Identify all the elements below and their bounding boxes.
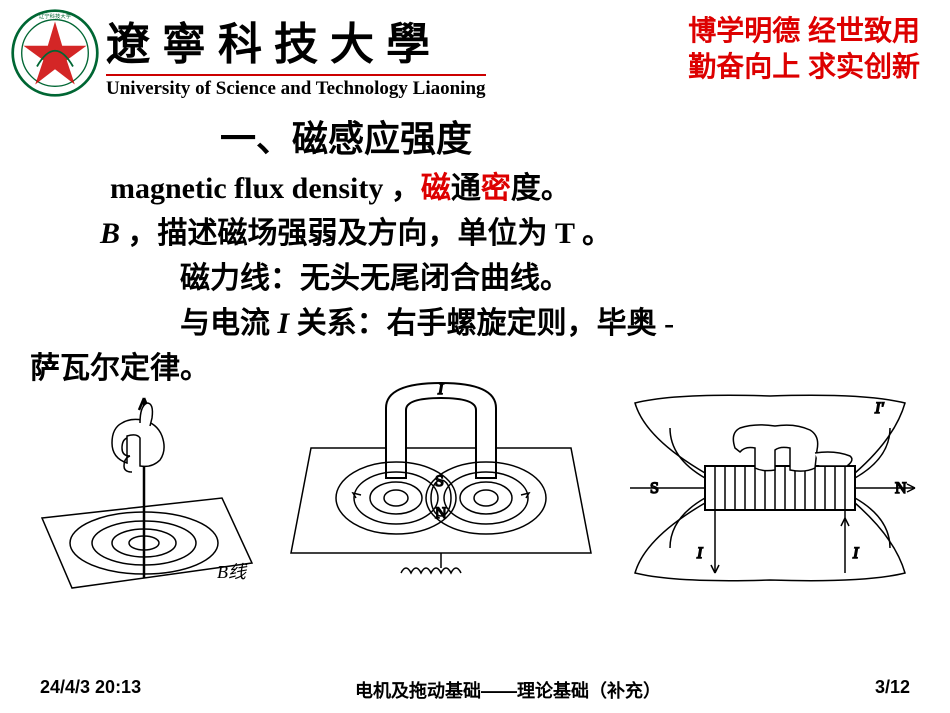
svg-text:I: I xyxy=(696,545,703,562)
figures-row: B线 S N xyxy=(0,373,950,598)
symbol-B: B xyxy=(100,217,120,250)
university-name-english: University of Science and Technology Lia… xyxy=(106,78,486,100)
svg-text:S: S xyxy=(650,480,659,497)
footer-page: 3/12 xyxy=(875,677,910,698)
footer-title: 电机及拖动基础——理论基础（补充） xyxy=(141,677,875,703)
slide-content: 一、磁感应强度 magnetic flux density ，磁通密度。 B ，… xyxy=(0,100,950,391)
footer-datetime: 24/4/3 20:13 xyxy=(40,677,141,698)
text-du: 度。 xyxy=(511,172,571,205)
section-title: 一、磁感应强度 xyxy=(220,110,920,162)
svg-text:I': I' xyxy=(874,400,884,417)
definition-line-3: 磁力线：无头无尾闭合曲线。 xyxy=(180,256,920,301)
figure-right-hand-wire: B线 xyxy=(22,378,267,598)
motto-line-2: 勤奋向上 求实创新 xyxy=(688,49,920,85)
definition-line-2: B ，描述磁场强弱及方向，单位为 T 。 xyxy=(100,211,920,256)
svg-text:N: N xyxy=(895,480,907,497)
text-relation-b: 关系：右手螺旋定则，毕奥 - xyxy=(289,307,674,340)
svg-text:辽宁科技大学: 辽宁科技大学 xyxy=(39,12,72,20)
svg-text:I: I xyxy=(437,381,444,398)
figure-solenoid: S N I I I' xyxy=(615,378,925,598)
text-relation-a: 与电流 xyxy=(180,307,278,340)
text-B-desc: ，描述磁场强弱及方向，单位为 T 。 xyxy=(120,217,612,250)
definition-line-1: magnetic flux density ，磁通密度。 xyxy=(110,166,920,211)
text-tong: 通 xyxy=(451,172,481,205)
university-logo-icon: 辽宁科技大学 xyxy=(10,8,100,98)
svg-text:I: I xyxy=(852,545,859,562)
university-name-chinese: 遼寧科技大學 xyxy=(106,8,486,76)
university-motto: 博学明德 经世致用 勤奋向上 求实创新 xyxy=(688,8,940,86)
symbol-I: I xyxy=(278,307,290,340)
label-B-line: B线 xyxy=(217,562,248,582)
motto-line-1: 博学明德 经世致用 xyxy=(688,13,920,49)
footer: 24/4/3 20:13 电机及拖动基础——理论基础（补充） 3/12 xyxy=(0,677,950,703)
figure-horseshoe-magnet: S N I xyxy=(281,378,601,598)
header: 辽宁科技大学 遼寧科技大學 University of Science and … xyxy=(0,0,950,100)
definition-line-4: 与电流 I 关系：右手螺旋定则，毕奥 - xyxy=(180,301,920,346)
logo-block: 辽宁科技大学 遼寧科技大學 University of Science and … xyxy=(10,8,486,100)
text-mi-red: 密 xyxy=(481,172,511,205)
text-ci-red: 磁 xyxy=(421,172,451,205)
text-magnetic-flux: magnetic flux density ， xyxy=(110,172,421,205)
